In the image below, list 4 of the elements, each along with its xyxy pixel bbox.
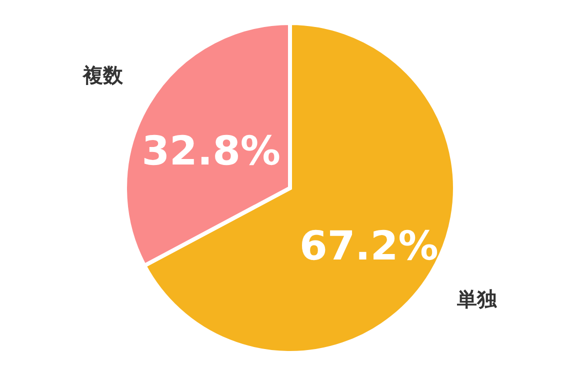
data-label: 67.2% <box>300 223 438 270</box>
data-label: 32.8% <box>142 128 280 175</box>
slice-label: 単独 <box>456 287 498 312</box>
slice-label: 複数 <box>82 62 124 87</box>
